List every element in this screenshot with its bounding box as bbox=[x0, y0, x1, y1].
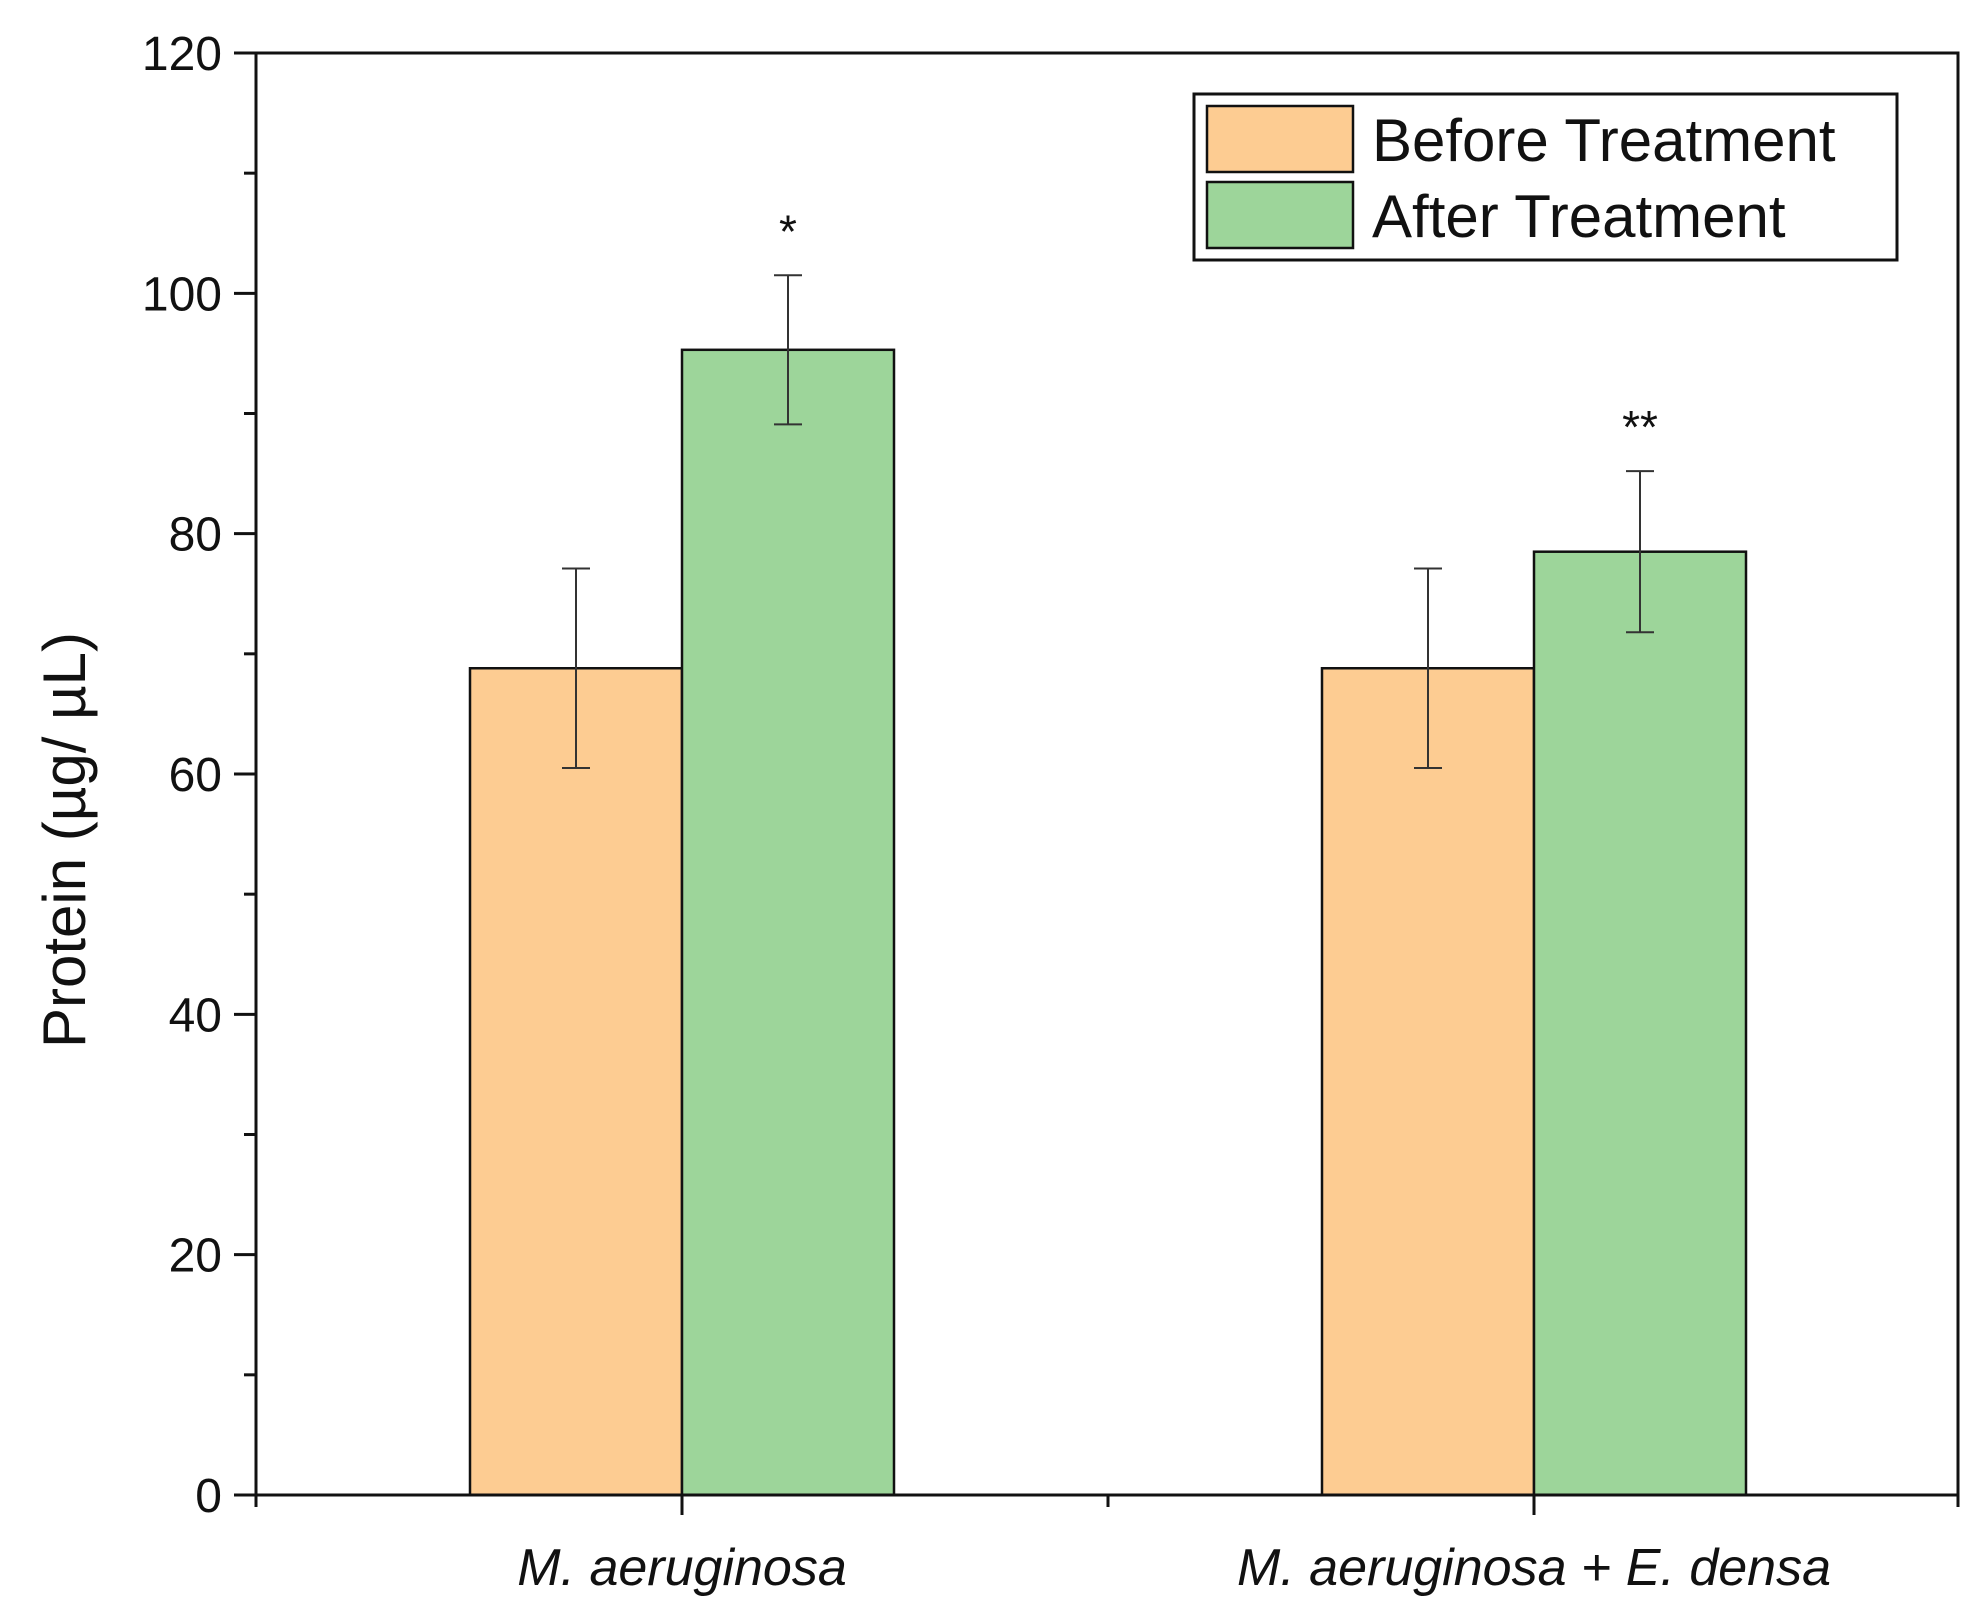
bar-before-2 bbox=[1320, 667, 1536, 1497]
bar-before-1 bbox=[468, 667, 684, 1497]
x-category-label-1: M. aeruginosa bbox=[517, 1539, 847, 1597]
significance-label-2: ** bbox=[1622, 401, 1658, 453]
legend-swatch-before bbox=[1205, 104, 1355, 174]
bar-after-1 bbox=[680, 348, 896, 1497]
y-tick-label: 100 bbox=[142, 268, 222, 321]
bar-after-2 bbox=[1532, 550, 1748, 1497]
legend-label-before: Before Treatment bbox=[1372, 107, 1836, 174]
legend: Before Treatment After Treatment bbox=[1192, 92, 1899, 262]
legend-swatch-after bbox=[1205, 180, 1355, 250]
significance-label-1: * bbox=[779, 205, 797, 257]
bars-layer bbox=[468, 348, 1748, 1497]
y-tick-label: 60 bbox=[169, 749, 222, 802]
axes-layer: 0 20 40 60 80 100 120 M. aeruginosa M. aeruginos… bbox=[142, 28, 1960, 1597]
legend-label-after: After Treatment bbox=[1372, 183, 1786, 250]
y-tick-label: 0 bbox=[195, 1470, 222, 1523]
error-bars-layer bbox=[562, 274, 1654, 769]
y-tick-label: 120 bbox=[142, 28, 222, 81]
y-tick-label: 80 bbox=[169, 509, 222, 562]
y-axis-title: Protein (µg/ µL) bbox=[31, 632, 98, 1048]
y-tick-label: 20 bbox=[169, 1230, 222, 1283]
y-tick-label: 40 bbox=[169, 989, 222, 1042]
x-axis-ticks bbox=[254, 1495, 1960, 1515]
error-bar-after-1 bbox=[774, 274, 802, 426]
annotations-layer: *** bbox=[779, 205, 1658, 453]
error-bar-after-2 bbox=[1626, 470, 1654, 634]
y-axis-ticks bbox=[234, 51, 256, 1497]
x-category-label-2: M. aeruginosa + E. densa bbox=[1237, 1539, 1831, 1597]
error-bar-before-1 bbox=[562, 567, 590, 769]
error-bar-before-2 bbox=[1414, 567, 1442, 769]
